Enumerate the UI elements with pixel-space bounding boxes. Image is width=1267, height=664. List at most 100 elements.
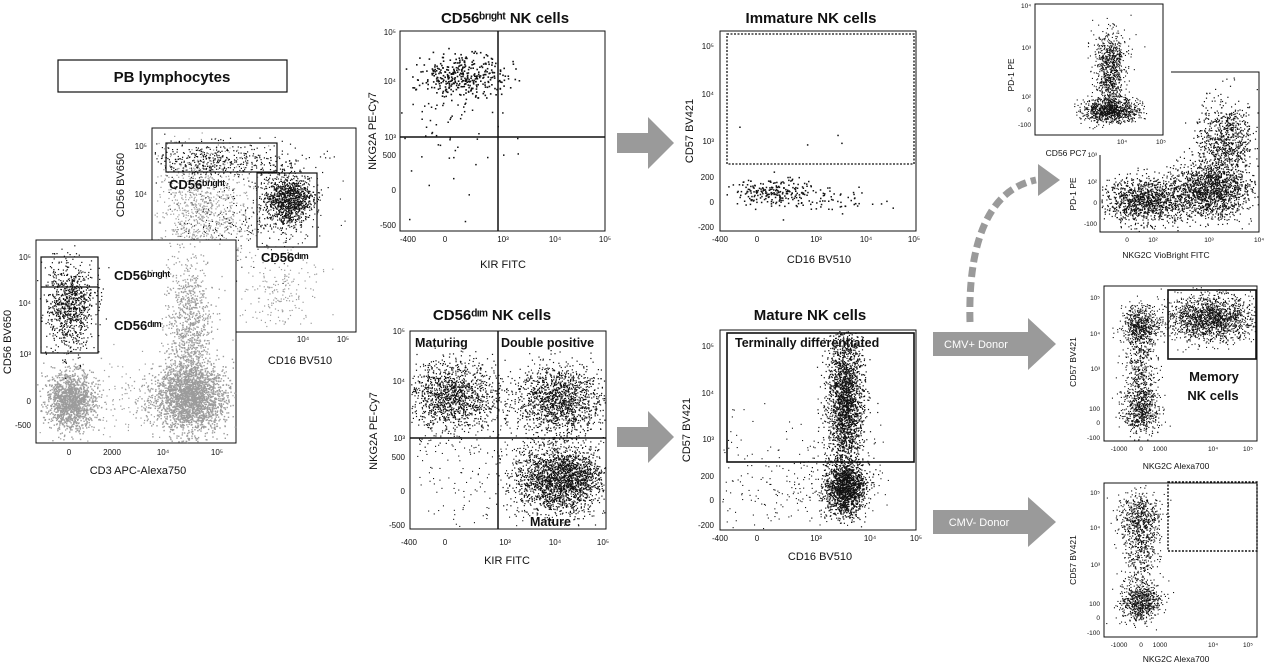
mt-ylabel: CD57 BV421 (681, 398, 693, 462)
mt-ytick: -200 (698, 521, 715, 530)
bright-nk-title: CD56ᵇʳᶦᵍʰᵗ NK cells (441, 10, 569, 27)
pdm-ytick: 10² (1088, 179, 1098, 186)
cn-xtick: 0 (1139, 642, 1143, 649)
dn-xtick: 10³ (499, 538, 511, 547)
pbm-xtick: 2000 (103, 448, 121, 457)
memory-label-2: NK cells (1187, 388, 1238, 403)
pdm-xtick: 10² (1148, 237, 1158, 244)
cp-xtick: -1000 (1111, 446, 1128, 453)
dn-ytick: 10⁵ (393, 327, 405, 336)
dn-ytick: 500 (392, 453, 406, 462)
pdm-ytick: 0 (1093, 200, 1097, 207)
im-xlabel: CD16 BV510 (787, 254, 851, 266)
mt-ytick: 200 (701, 472, 715, 481)
bn-xtick: 10³ (497, 235, 509, 244)
dn-ylabel: NKG2A PE-Cy7 (368, 392, 380, 470)
pb-inset-dim-gate (256, 172, 318, 248)
cp-ytick: 10⁵ (1090, 295, 1100, 302)
dn-xlabel: KIR FITC (484, 555, 530, 567)
cp-xtick: 1000 (1153, 446, 1168, 453)
pb-main-gate (40, 256, 99, 354)
immature-gate (726, 33, 915, 165)
mt-xtick: 10⁴ (864, 534, 877, 543)
pb-inset-bright-label: CD56ᵇʳᶦᵍʰᵗ (169, 177, 225, 192)
immature-nk-plot: Immature NK cells 10⁵ 10⁴ 10³ 200 0 -200… (684, 10, 920, 266)
memory-label-1: Memory (1189, 369, 1240, 384)
im-ytick: 0 (710, 198, 715, 207)
pdi-ytick: 10⁴ (1021, 3, 1031, 10)
pdi-xlabel: CD56 PC7 (1046, 148, 1087, 158)
dn-xtick: 0 (443, 538, 448, 547)
pdi-ytick: 0 (1027, 107, 1031, 114)
bn-ytick: 10⁴ (384, 77, 397, 86)
cn-xlabel: NKG2C Alexa700 (1143, 654, 1210, 664)
pdm-xtick: 10⁴ (1254, 237, 1264, 244)
bn-xtick: 0 (443, 235, 448, 244)
terminal-gate-label: Terminally differentiated (735, 336, 879, 350)
mt-ytick: 10⁵ (702, 342, 714, 351)
q-double-label: Double positive (501, 336, 594, 350)
bn-ytick: -500 (380, 221, 397, 230)
mt-xtick: 10⁵ (910, 534, 922, 543)
pbm-xlabel: CD3 APC-Alexa750 (90, 465, 187, 477)
im-ytick: 200 (701, 173, 715, 182)
cn-ytick: 100 (1089, 601, 1100, 608)
pdi-ytick: 10³ (1022, 45, 1032, 52)
pdm-ytick: 10³ (1088, 152, 1098, 159)
memory-gate (1167, 289, 1257, 360)
im-ytick: -200 (698, 223, 715, 232)
q-maturing-label: Maturing (415, 336, 468, 350)
pbm-ytick: 10⁴ (19, 299, 32, 308)
pbm-ytick: 10⁵ (19, 253, 31, 262)
pdm-xtick: 10³ (1204, 237, 1214, 244)
pb-inset-dim-label: CD56ᵈᶦᵐ (261, 250, 309, 265)
pdi-xtick: 10⁵ (1156, 139, 1166, 146)
cn-ylabel: CD57 BV421 (1068, 535, 1078, 585)
pb-title: PB lymphocytes (114, 69, 231, 86)
pdi-ytick: -100 (1018, 122, 1031, 129)
pbi-xlabel: CD16 BV510 (268, 355, 332, 367)
im-xtick: -400 (712, 235, 729, 244)
cn-xtick: 1000 (1153, 642, 1168, 649)
mt-xtick: 10³ (810, 534, 822, 543)
pbi-xtick: 10⁴ (297, 335, 310, 344)
cp-ytick: 10⁴ (1090, 331, 1100, 338)
bn-ytick: 500 (383, 151, 397, 160)
pbm-xtick: 10⁴ (157, 448, 170, 457)
pdi-ylabel: PD-1 PE (1006, 58, 1016, 91)
dn-ytick: 10⁴ (393, 377, 406, 386)
im-xtick: 10⁴ (860, 235, 873, 244)
dn-ytick: 10³ (393, 434, 405, 443)
cp-xlabel: NKG2C Alexa700 (1143, 461, 1210, 471)
arrow-right-icon (933, 497, 1056, 547)
pbm-xtick: 10⁵ (211, 448, 223, 457)
pdi-ytick: 10² (1022, 94, 1032, 101)
mt-xtick: 0 (755, 534, 760, 543)
dn-xtick: 10⁵ (597, 538, 609, 547)
cp-xtick: 10⁴ (1208, 446, 1218, 453)
curved-dashed-arrow (966, 164, 1060, 323)
q-mature-label: Mature (530, 515, 571, 529)
mature-nk-plot: Mature NK cells Terminally differentiate… (681, 307, 922, 563)
dim-nk-title: CD56ᵈᶦᵐ NK cells (433, 307, 551, 324)
cn-ytick: 10⁵ (1090, 490, 1100, 497)
im-xtick: 10⁵ (908, 235, 920, 244)
arrow-right-icon (617, 117, 674, 169)
pb-main-dim-label: CD56ᵈᶦᵐ (114, 318, 162, 333)
bn-xtick: 10⁴ (549, 235, 562, 244)
pdm-xtick: 0 (1125, 237, 1129, 244)
pd1-inset-plot: 10⁴ 10³ 10² 0 -100 10⁴ 10⁵ CD56 PC7 PD-1… (1006, 3, 1166, 158)
arrow-right-icon (933, 318, 1056, 370)
dim-nk-plot: CD56ᵈᶦᵐ NK cells Maturing Double positiv… (368, 307, 609, 567)
pbi-ytick: 10⁴ (135, 190, 148, 199)
cmv-neg-gate (1167, 481, 1258, 552)
pdm-ylabel: PD-1 PE (1068, 177, 1078, 210)
dn-xtick: 10⁴ (549, 538, 562, 547)
cp-ylabel: CD57 BV421 (1068, 337, 1078, 387)
pbi-ylabel: CD56 BV650 (115, 153, 127, 217)
pb-main-bright-label: CD56ᵇʳᶦᵍʰᵗ (114, 268, 170, 283)
pb-title-box (57, 59, 288, 93)
dn-ytick: -500 (389, 521, 406, 530)
cmv-pos-arrow: CMV+ Donor (933, 318, 1056, 370)
